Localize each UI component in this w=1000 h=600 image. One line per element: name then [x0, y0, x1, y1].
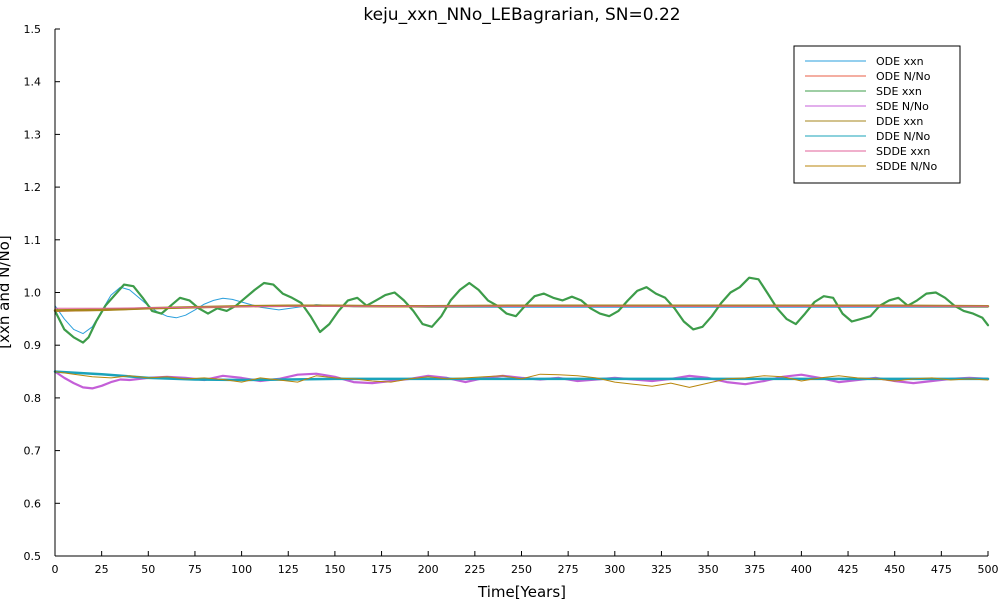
x-tick-layer: 0 25 50 75 100 125 150 175 200 225 250 275 300 325 350… [52, 551, 999, 576]
y-axis-title: [xxn and N/No] [0, 235, 13, 348]
series-line-sde-xxn [53, 276, 990, 344]
series-line-dde-n-no [53, 370, 990, 382]
y-tick-label: 1.3 [24, 128, 42, 141]
x-tick-label: 0 [52, 563, 59, 576]
y-tick-label: 1.4 [24, 76, 42, 89]
x-tick-label: 500 [978, 563, 999, 576]
x-tick-label: 150 [324, 563, 345, 576]
y-tick-layer: 0.5 0.6 0.7 0.8 0.9 1.0 1.1 1.2 1.3 1.4 1.5 [24, 23, 60, 563]
x-tick-label: 200 [418, 563, 439, 576]
x-axis-title: Time[Years] [477, 583, 566, 600]
legend-label: ODE N/No [876, 70, 931, 83]
x-tick-label: 425 [838, 563, 859, 576]
y-tick-label: 1.1 [24, 234, 42, 247]
y-tick-label: 1.5 [24, 23, 42, 36]
x-tick-label: 375 [744, 563, 765, 576]
y-tick-label: 0.5 [24, 550, 42, 563]
x-tick-label: 100 [231, 563, 252, 576]
x-tick-label: 25 [95, 563, 109, 576]
legend-label: SDE xxn [876, 85, 922, 98]
x-tick-label: 75 [188, 563, 202, 576]
legend-label: SDDE N/No [876, 160, 938, 173]
x-tick-label: 325 [651, 563, 672, 576]
x-tick-label: 350 [698, 563, 719, 576]
y-tick-label: 0.9 [24, 339, 42, 352]
legend-label: DDE N/No [876, 130, 931, 143]
x-tick-label: 175 [371, 563, 392, 576]
x-tick-label: 50 [141, 563, 155, 576]
y-tick-label: 1.2 [24, 181, 42, 194]
legend-label: SDE N/No [876, 100, 929, 113]
legend-label: SDDE xxn [876, 145, 930, 158]
x-tick-label: 450 [884, 563, 905, 576]
x-tick-label: 125 [278, 563, 299, 576]
series-line-sdde-xxn [54, 305, 989, 309]
series-layer [53, 276, 990, 390]
x-tick-label: 250 [511, 563, 532, 576]
chart-title: keju_xxn_NNo_LEBagrarian, SN=0.22 [363, 5, 680, 25]
y-tick-label: 1.0 [24, 287, 42, 300]
y-tick-label: 0.7 [24, 445, 42, 458]
legend-label: DDE xxn [876, 115, 923, 128]
y-tick-label: 0.6 [24, 497, 42, 510]
x-tick-label: 225 [464, 563, 485, 576]
x-tick-label: 275 [558, 563, 579, 576]
legend-box [793, 45, 961, 184]
y-tick-label: 0.8 [24, 392, 42, 405]
x-tick-label: 300 [604, 563, 625, 576]
legend: ODE xxn ODE N/No SDE xxn SDE N/No DDE xxn DDE… [793, 45, 961, 184]
x-tick-label: 400 [791, 563, 812, 576]
series-line-ode-xxn [54, 286, 989, 335]
x-tick-label: 475 [931, 563, 952, 576]
legend-label: ODE xxn [876, 55, 924, 68]
series-line-sdde-n-no [54, 371, 989, 388]
